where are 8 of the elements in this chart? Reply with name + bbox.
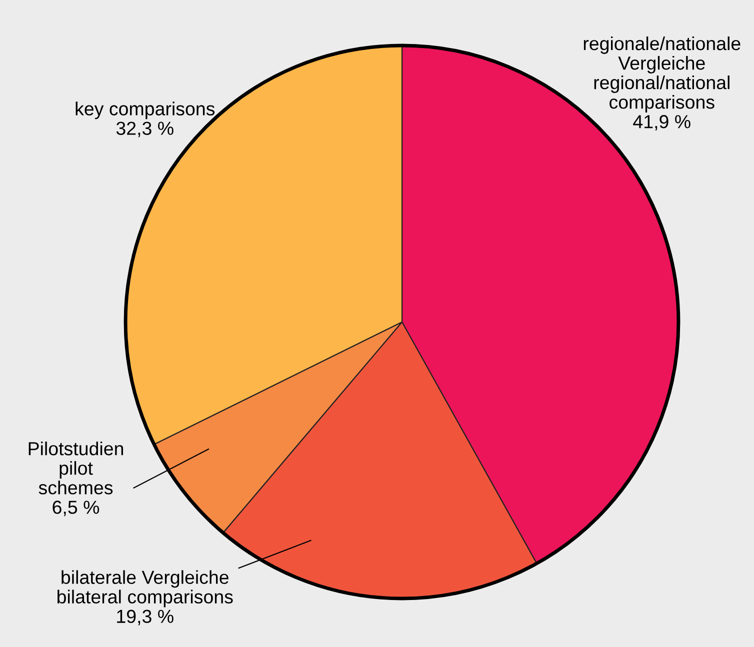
slice-label: Pilotstudien pilot schemes (28, 442, 124, 494)
slice-label: key comparisons (76, 102, 215, 120)
data-label: 6,5 % (52, 500, 100, 516)
data-label: 19,3 % (117, 610, 174, 626)
data-label: 41,9 % (633, 115, 690, 131)
slice-label: bilaterale Vergleiche bilateral comparisons (58, 570, 233, 608)
slice-label: regionale/nationale Vergleiche regional/national comparisons (584, 36, 740, 112)
data-label: 32,3 % (116, 122, 174, 138)
